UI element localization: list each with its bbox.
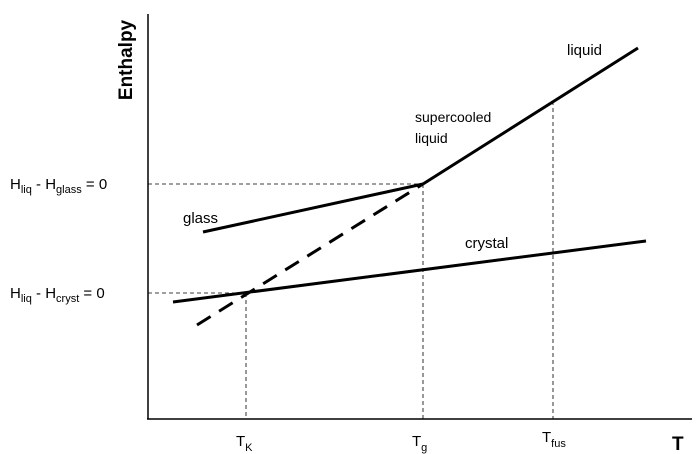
tick-main: T [412, 433, 421, 450]
y-axis-label: Enthalpy [116, 19, 137, 100]
curve-label: supercooled [415, 109, 491, 125]
tick-sub: g [421, 442, 427, 454]
level-part: = 0 [79, 285, 104, 302]
level-part: - H [32, 285, 56, 302]
curve-label: crystal [465, 235, 508, 252]
level-sub: cryst [56, 293, 79, 305]
x-axis-label: T [672, 434, 684, 454]
tick-main: T [236, 433, 245, 450]
level-label: Hliq - Hcryst = 0 [10, 285, 105, 305]
level-label: Hliq - Hglass = 0 [10, 176, 107, 196]
extrapolated-line [196, 182, 424, 327]
level-part: = 0 [82, 176, 107, 193]
curve-label: glass [183, 210, 218, 227]
tick-main: T [542, 429, 551, 446]
tick-sub: fus [551, 438, 566, 450]
level-sub: liq [21, 184, 32, 196]
crystal-line [172, 239, 647, 304]
level-part: H [10, 176, 21, 193]
curve-label: liquid [567, 42, 602, 59]
level-part: - H [32, 176, 56, 193]
tick-label: Tfus [542, 429, 566, 450]
level-sub: glass [56, 184, 82, 196]
guides [148, 101, 554, 419]
tick-label: Tg [412, 433, 427, 454]
curves [172, 46, 647, 327]
level-part: H [10, 285, 21, 302]
tick-label: TK [236, 433, 253, 454]
curve-label: liquid [415, 130, 448, 146]
liquid-line [422, 46, 639, 186]
level-sub: liq [21, 293, 32, 305]
tick-sub: K [245, 442, 253, 454]
glass-line [202, 182, 424, 234]
